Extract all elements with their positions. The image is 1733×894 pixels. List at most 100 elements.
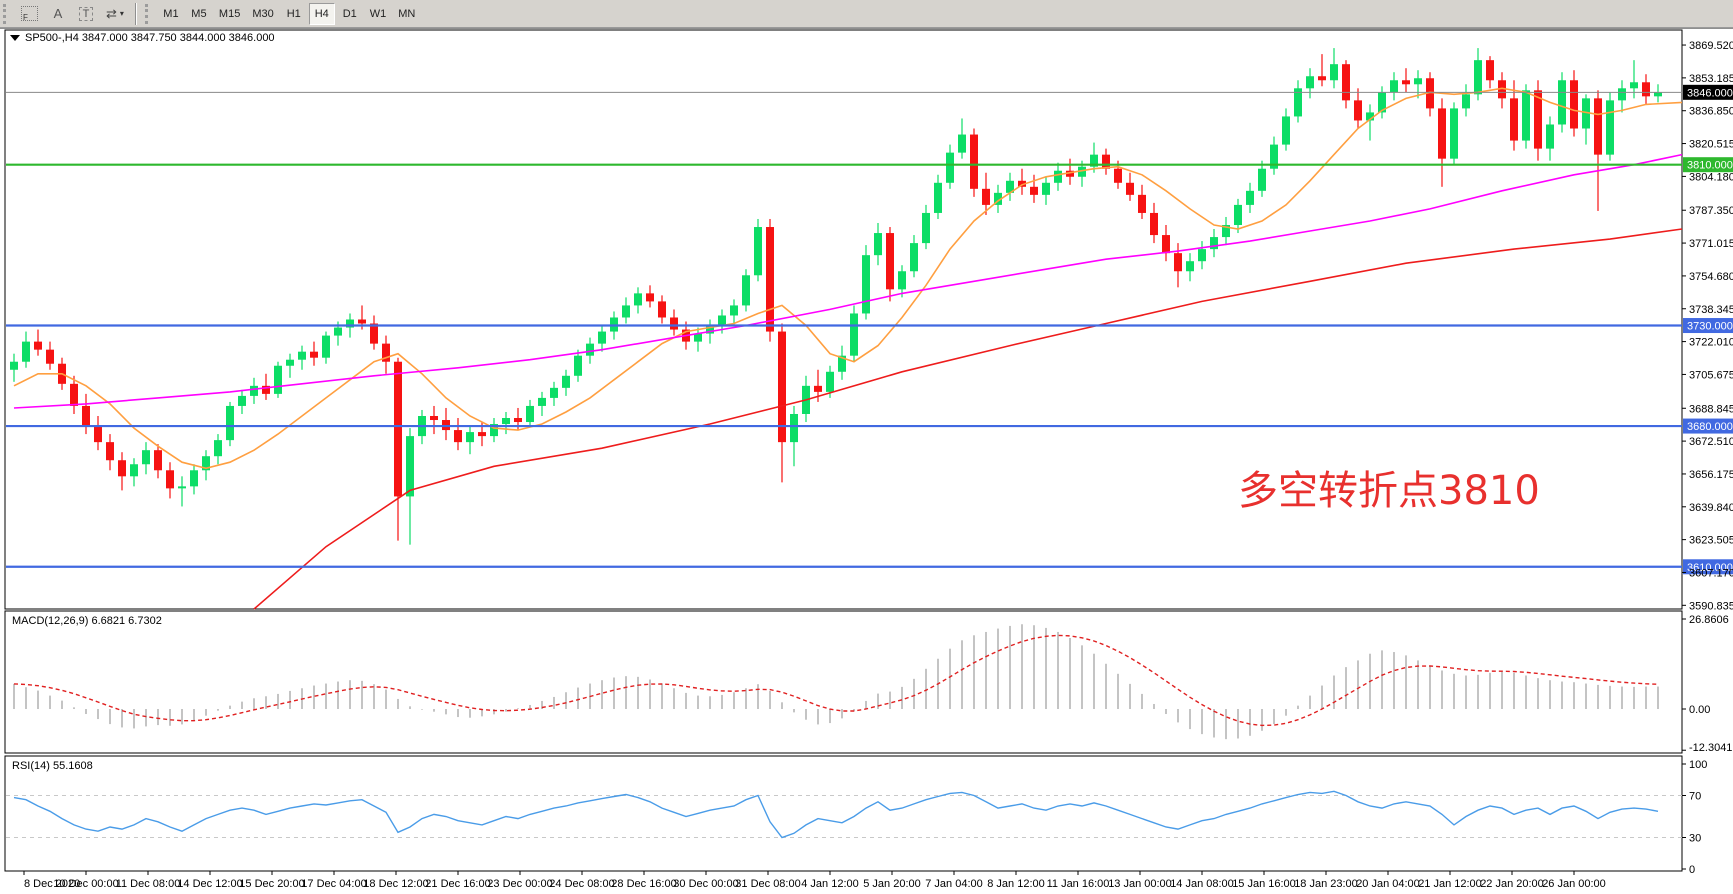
macd-axis-label: 26.8606 (1689, 614, 1729, 626)
toolbar-drag-handle-2[interactable] (144, 3, 153, 24)
hline-price-label: 3810.000 (1687, 160, 1733, 172)
candle-body (178, 486, 186, 489)
time-tick-label: 18 Dec 12:00 (363, 878, 428, 890)
candle-body (1630, 82, 1638, 89)
price-tick-label: 3722.010 (1689, 337, 1733, 349)
candle-body (46, 349, 54, 364)
candle-body (1414, 78, 1422, 85)
candles-group (10, 48, 1662, 545)
timeframe-button-m30[interactable]: M30 (247, 3, 278, 25)
candle-body (1114, 168, 1122, 183)
price-tick-label: 3853.185 (1689, 73, 1733, 85)
candle-body (1522, 90, 1530, 141)
candle-body (1354, 100, 1362, 121)
candle-body (1594, 98, 1602, 155)
candle-body (454, 430, 462, 443)
timeframe-button-mn[interactable]: MN (393, 3, 420, 25)
candle-body (1090, 154, 1098, 167)
candle-body (586, 343, 594, 356)
price-tick-label: 3771.015 (1689, 238, 1733, 250)
timeframe-toolbar: M1 M5 M15 M30 H1 H4 D1 W1 MN (157, 2, 421, 25)
candle-body (94, 426, 102, 443)
price-tick-label: 3590.835 (1689, 600, 1733, 612)
main-chart-area[interactable] (4, 29, 1683, 610)
candle-body (1534, 90, 1542, 149)
candle-body (1330, 64, 1338, 81)
candle-body (514, 418, 522, 423)
price-tick-label: 3836.850 (1689, 106, 1733, 118)
grid-f-tool-button[interactable]: F (16, 3, 43, 25)
time-tick-label: 5 Jan 20:00 (863, 878, 921, 890)
time-tick-label: 14 Jan 08:00 (1170, 878, 1234, 890)
chevron-down-icon: ▾ (119, 9, 124, 18)
candle-body (1258, 168, 1266, 191)
hline-price-box (1683, 318, 1733, 334)
candle-body (790, 413, 798, 443)
symbol-dropdown-icon[interactable] (10, 35, 20, 41)
candle-body (1294, 88, 1302, 117)
candle-body (262, 385, 270, 394)
candle-body (502, 418, 510, 425)
current-price-label: 3846.000 (1687, 87, 1733, 99)
hline-price-label: 3680.000 (1687, 421, 1733, 433)
candle-body (1546, 124, 1554, 149)
time-tick-label: 10 Dec 00:00 (53, 878, 118, 890)
macd-panel[interactable] (4, 610, 1683, 754)
chart-text-annotation[interactable]: 多空转折点3810 (1238, 468, 1540, 514)
candle-body (430, 416, 438, 421)
price-axis: 3869.520 3853.185 3836.850 3820.515 3804.180… (1682, 40, 1733, 612)
candle-body (1054, 170, 1062, 183)
time-tick-label: 4 Jan 12:00 (801, 878, 859, 890)
timeframe-button-m5[interactable]: M5 (186, 3, 212, 25)
hline-price-label: 3610.000 (1687, 562, 1733, 574)
time-tick-label: 17 Dec 04:00 (301, 878, 366, 890)
candle-body (322, 335, 330, 358)
time-tick-label: 8 Dec 2020 (24, 878, 80, 890)
macd-axis-label: 0.00 (1689, 704, 1710, 716)
candle-body (1570, 80, 1578, 129)
time-tick-label: 31 Dec 08:00 (735, 878, 800, 890)
candle-body (406, 436, 414, 497)
text-box-tool-button[interactable]: T (73, 3, 99, 25)
candle-body (1210, 237, 1218, 250)
candle-body (82, 405, 90, 427)
price-tick-label: 3705.675 (1689, 369, 1733, 381)
price-tick-label: 3607.170 (1689, 567, 1733, 579)
timeframe-button-d1[interactable]: D1 (337, 3, 363, 25)
price-tick-label: 3688.845 (1689, 403, 1733, 415)
text-label-tool-button[interactable]: A (45, 3, 71, 25)
candle-body (190, 470, 198, 487)
candle-body (994, 192, 1002, 205)
time-tick-label: 7 Jan 04:00 (925, 878, 983, 890)
candle-body (1174, 253, 1182, 272)
time-tick-label: 23 Dec 00:00 (487, 878, 552, 890)
timeframe-button-m1[interactable]: M1 (158, 3, 184, 25)
timeframe-button-w1[interactable]: W1 (365, 3, 392, 25)
toolbar-drag-handle[interactable] (3, 3, 11, 24)
candle-body (922, 212, 930, 244)
rsi-axis-label: 30 (1689, 833, 1701, 845)
candle-body (694, 333, 702, 342)
time-tick-label: 28 Dec 16:00 (611, 878, 676, 890)
candle-body (958, 134, 966, 153)
candle-body (754, 227, 762, 276)
candle-body (526, 405, 534, 423)
candle-body (1510, 98, 1518, 141)
candle-body (1342, 64, 1350, 101)
candle-body (1654, 92, 1662, 97)
timeframe-button-m15[interactable]: M15 (214, 3, 245, 25)
arrow-objects-dropdown-button[interactable]: ⇄ ▾ (101, 3, 129, 25)
price-tick-label: 3639.840 (1689, 502, 1733, 514)
price-tick-label: 3672.510 (1689, 436, 1733, 448)
time-tick-label: 22 Jan 20:00 (1480, 878, 1544, 890)
candle-body (982, 188, 990, 205)
timeframe-button-h4[interactable]: H4 (308, 2, 335, 25)
candle-body (466, 432, 474, 443)
timeframe-button-h1[interactable]: H1 (281, 3, 307, 25)
time-tick-label: 8 Jan 12:00 (987, 878, 1045, 890)
candle-body (814, 385, 822, 392)
candle-body (1102, 154, 1110, 169)
rsi-panel[interactable] (4, 755, 1683, 872)
